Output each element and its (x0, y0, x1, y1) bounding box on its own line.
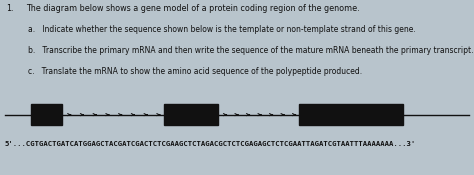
Text: The diagram below shows a gene model of a protein coding region of the genome.: The diagram below shows a gene model of … (26, 4, 360, 13)
Bar (299, 104, 403, 125)
Text: a.   Indicate whether the sequence shown below is the template or non-template s: a. Indicate whether the sequence shown b… (28, 25, 416, 34)
Text: b.   Transcribe the primary mRNA and then write the sequence of the mature mRNA : b. Transcribe the primary mRNA and then … (28, 46, 474, 55)
Text: 5'...CGTGACTGATCATGGAGCTACGATCGACTCTCGAAGCTCTAGACGCTCTCGAGAGCTCTCGAATTAGATCGTAAT: 5'...CGTGACTGATCATGGAGCTACGATCGACTCTCGAA… (5, 141, 416, 147)
Bar (31, 104, 62, 125)
Text: 1.: 1. (6, 4, 13, 13)
Text: c.   Translate the mRNA to show the amino acid sequence of the polypeptide produ: c. Translate the mRNA to show the amino … (28, 67, 363, 76)
Bar (164, 104, 218, 125)
